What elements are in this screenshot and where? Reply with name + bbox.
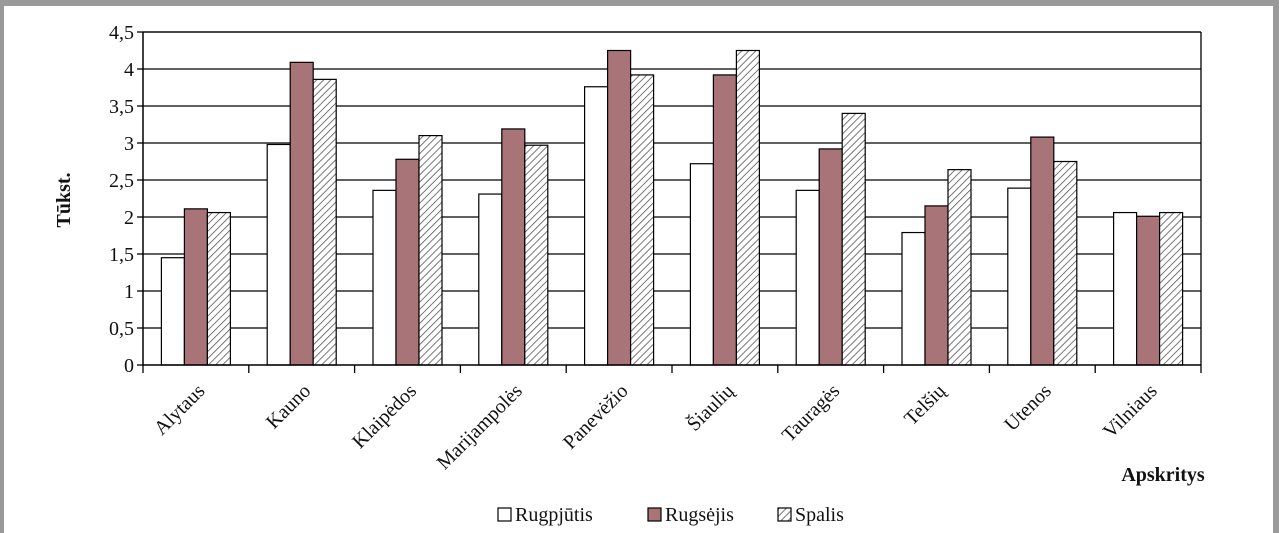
x-tick-labels: Alytaus Kauno Klaipėdos Marijampolės Panevėž… (142, 365, 1202, 474)
bar-rugpjūtis (901, 231, 926, 366)
bar-rugsėjis (924, 205, 949, 366)
bar-rugsėjis (818, 148, 843, 366)
x-tick-label: Alytaus (150, 380, 210, 440)
bar-rugsėjis (289, 61, 314, 366)
bar-rugpjūtis (583, 86, 609, 366)
x-tick-label: Šiaulių (681, 378, 739, 436)
bar-spalis (629, 74, 655, 366)
y-tick-label: 4,5 (109, 22, 134, 44)
bar-rugpjūtis (1007, 187, 1032, 366)
x-axis-title: Apskritys (1121, 464, 1205, 486)
bar-spalis (418, 135, 443, 366)
bar-spalis (735, 49, 761, 366)
y-tick-label: 4 (124, 59, 134, 81)
legend: Rugpjūtis Rugsėjis Spalis (497, 504, 844, 526)
y-tick-label: 2 (124, 207, 134, 229)
bar-rugsėjis (395, 158, 420, 366)
bar-rugpjūtis (266, 143, 291, 366)
legend-label: Rugsėjis (665, 504, 734, 526)
bar-spalis (1158, 211, 1184, 366)
y-tick-label: 3,5 (109, 96, 134, 118)
bar-rugsėjis (1135, 215, 1161, 366)
bar-rugpjūtis (689, 163, 715, 366)
legend-label: Spalis (795, 504, 844, 526)
y-tick-labels: 0 0,5 1 1,5 2 2,5 3 3,5 4 4,5 (109, 22, 143, 377)
y-tick-label: 0 (124, 355, 134, 377)
x-tick-label: Klaipėdos (348, 380, 421, 453)
bar-rugsėjis (183, 208, 208, 366)
bar-spalis (841, 112, 866, 366)
y-tick-label: 1,5 (109, 244, 134, 266)
x-tick-label: Tauragės (778, 380, 845, 447)
bar-spalis (524, 144, 549, 366)
bar-spalis (947, 169, 972, 366)
y-tick-label: 0,5 (109, 318, 134, 340)
bar-spalis (1053, 160, 1078, 366)
y-axis-title: Tūkst. (53, 172, 75, 227)
bar-rugpjūtis (795, 189, 820, 366)
legend-swatch (497, 507, 512, 522)
legend-swatch (647, 507, 662, 522)
x-tick-label: Panevėžio (559, 380, 633, 454)
bar-rugsėjis (606, 49, 632, 366)
bar-rugsėjis (1030, 136, 1055, 366)
bar-rugpjūtis (160, 257, 185, 366)
bar-spalis (206, 211, 231, 366)
y-tick-label: 1 (124, 281, 134, 303)
bar-rugsėjis (712, 74, 738, 366)
bars (160, 49, 1184, 366)
bar-rugpjūtis (1112, 211, 1138, 366)
bar-rugpjūtis (478, 193, 503, 366)
y-tick-label: 2,5 (109, 170, 134, 192)
x-tick-label: Kauno (262, 380, 315, 433)
bar-rugsėjis (501, 128, 526, 366)
x-tick-label: Marijampolės (433, 380, 527, 474)
legend-swatch (777, 507, 792, 522)
y-tick-label: 3 (124, 133, 134, 155)
x-tick-label: Utenos (1000, 380, 1056, 436)
bar-spalis (312, 78, 337, 366)
bar-rugpjūtis (372, 189, 397, 366)
legend-label: Rugpjūtis (515, 504, 593, 526)
x-tick-label: Telšių (900, 379, 951, 430)
x-tick-label: Vilniaus (1099, 380, 1162, 443)
